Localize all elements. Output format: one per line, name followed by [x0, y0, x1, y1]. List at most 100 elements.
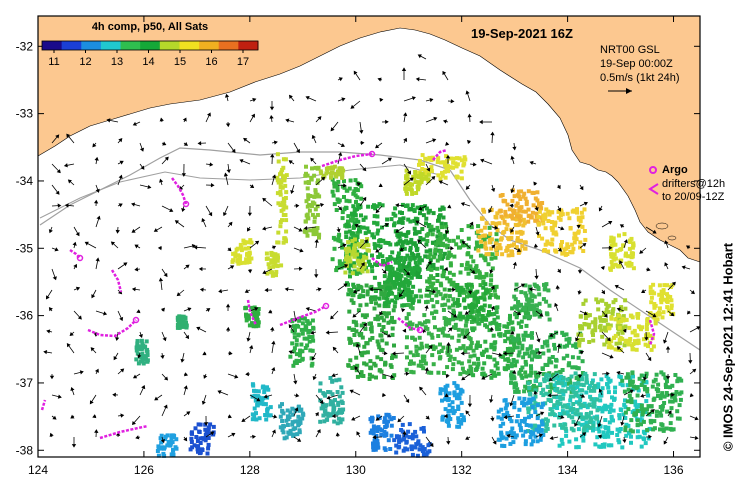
- sst-cell: [476, 248, 481, 253]
- sst-cell: [276, 159, 281, 164]
- sst-cell: [619, 258, 624, 263]
- sst-cell: [426, 231, 431, 236]
- sst-cell: [280, 185, 285, 190]
- sst-cell: [351, 234, 356, 239]
- sst-cell: [497, 221, 502, 226]
- sst-cell: [135, 341, 140, 346]
- current-vector-head: [438, 180, 443, 185]
- current-vector-head: [349, 389, 354, 394]
- current-vector-head: [510, 155, 515, 160]
- sst-cell: [307, 208, 312, 213]
- sst-cell: [329, 412, 333, 417]
- sst-cell: [619, 319, 623, 324]
- sst-cell: [452, 254, 457, 259]
- current-vector-head: [181, 207, 186, 213]
- sst-cell: [456, 327, 461, 332]
- sst-cell: [582, 229, 587, 233]
- sst-cell: [565, 405, 570, 410]
- sst-cell: [530, 357, 534, 362]
- sst-cell: [373, 447, 378, 452]
- sst-cell: [628, 240, 633, 244]
- sst-cell: [443, 302, 448, 307]
- current-vector-head: [560, 226, 565, 231]
- sst-cell: [291, 363, 296, 368]
- sst-cell: [340, 390, 345, 395]
- sst-cell: [378, 244, 383, 249]
- current-vector-head: [66, 343, 71, 348]
- sst-cell: [523, 196, 528, 201]
- sst-cell: [441, 271, 446, 276]
- sst-cell: [284, 190, 289, 195]
- land-mass: [37, 15, 701, 263]
- sst-cell: [584, 428, 589, 433]
- sst-cell: [206, 431, 211, 436]
- sst-cell: [565, 252, 570, 256]
- sst-cell: [431, 362, 436, 367]
- sst-cell: [173, 445, 178, 450]
- sst-cell: [657, 310, 661, 315]
- sst-cell: [443, 294, 448, 299]
- sst-cell: [443, 407, 448, 412]
- sst-cell: [613, 262, 618, 267]
- sst-cell: [489, 278, 494, 283]
- sst-cell: [636, 340, 641, 345]
- sst-cell: [513, 381, 518, 386]
- sst-cell: [517, 396, 522, 401]
- sst-cell: [411, 241, 416, 246]
- sst-cell: [307, 329, 311, 333]
- sst-cell: [527, 423, 532, 428]
- sst-cell: [357, 228, 361, 233]
- sst-cell: [660, 315, 665, 320]
- sst-cell: [235, 246, 240, 251]
- sst-cell: [175, 322, 180, 327]
- sst-cell: [501, 412, 506, 417]
- sst-cell: [399, 428, 404, 432]
- sst-cell: [379, 432, 384, 437]
- sst-cell: [375, 429, 380, 433]
- y-tick-label: -36: [16, 309, 34, 323]
- current-vector-head: [472, 162, 477, 167]
- sst-cell: [524, 302, 529, 307]
- sst-cell: [524, 423, 529, 427]
- sst-cell: [526, 219, 531, 224]
- sst-cell: [513, 297, 518, 302]
- sst-cell: [375, 314, 380, 319]
- sst-cell: [353, 237, 357, 242]
- sst-cell: [419, 341, 424, 346]
- sst-cell: [280, 167, 285, 172]
- sst-cell: [345, 259, 350, 264]
- current-vector-head: [331, 413, 336, 419]
- current-vector-head: [139, 147, 145, 152]
- sst-cell: [639, 407, 644, 412]
- current-vector-head: [377, 77, 382, 82]
- sst-cell: [668, 399, 673, 404]
- sst-cell: [393, 294, 398, 299]
- sst-cell: [661, 288, 666, 293]
- current-vector-head: [620, 421, 625, 426]
- sst-cell: [416, 266, 421, 271]
- sst-cell: [529, 294, 534, 299]
- current-vector-head: [198, 266, 203, 272]
- current-vector-head: [401, 308, 406, 313]
- sst-cell: [517, 309, 522, 314]
- sst-cell: [453, 322, 458, 327]
- sst-cell: [555, 406, 560, 410]
- sst-cell: [569, 250, 574, 255]
- current-vector-head: [534, 275, 539, 280]
- sst-cell: [635, 418, 640, 423]
- sst-cell: [509, 235, 514, 240]
- sst-cell: [550, 355, 555, 359]
- sst-cell: [156, 453, 161, 458]
- colorbar: 4h comp, p50, All Sats 11 12 13 14 15 16 17: [41, 21, 259, 68]
- current-vector-head: [491, 244, 496, 249]
- sst-cell: [242, 241, 247, 246]
- sst-cell: [529, 442, 534, 447]
- sst-cell: [495, 361, 500, 366]
- sst-cell: [462, 370, 467, 375]
- sst-cell: [570, 415, 575, 420]
- current-vector-head: [330, 127, 335, 132]
- sst-cell: [512, 434, 517, 439]
- sst-cell: [599, 406, 604, 411]
- sst-cell: [541, 393, 546, 398]
- sst-cell: [630, 370, 635, 375]
